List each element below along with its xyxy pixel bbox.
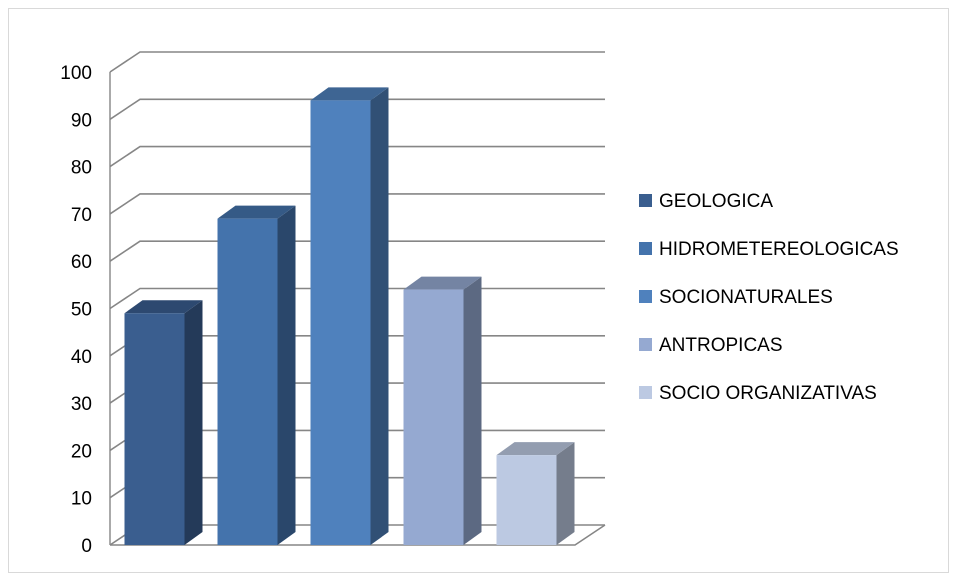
bar-top bbox=[217, 205, 296, 219]
bar-side bbox=[370, 87, 389, 545]
bar-socionaturales bbox=[310, 100, 371, 545]
y-tick-label: 30 bbox=[71, 394, 92, 415]
bar-top bbox=[496, 442, 575, 456]
y-tick-label: 80 bbox=[71, 158, 92, 179]
bar-top bbox=[124, 300, 203, 314]
bar-side bbox=[184, 300, 203, 545]
bar-side bbox=[556, 442, 575, 545]
gridline bbox=[109, 240, 605, 262]
y-tick-label: 70 bbox=[71, 205, 92, 226]
gridline bbox=[109, 98, 605, 120]
bar-top bbox=[310, 87, 389, 101]
legend-entry: ANTROPICAS bbox=[659, 335, 783, 356]
y-tick-label: 50 bbox=[71, 300, 92, 321]
bar-side bbox=[277, 205, 296, 545]
y-tick-label: 100 bbox=[60, 63, 92, 84]
gridline bbox=[109, 193, 605, 215]
legend-entry: SOCIO ORGANIZATIVAS bbox=[659, 383, 877, 404]
bar-side bbox=[463, 276, 482, 545]
y-tick-label: 0 bbox=[81, 536, 92, 557]
bar-geologica bbox=[124, 313, 185, 545]
legend-entry: SOCIONATURALES bbox=[659, 287, 833, 308]
bar-top bbox=[403, 276, 482, 290]
bar-socio-organizativas bbox=[496, 455, 557, 545]
legend-swatch bbox=[639, 338, 652, 351]
y-tick-label: 60 bbox=[71, 252, 92, 273]
legend-entry: GEOLOGICA bbox=[659, 191, 773, 212]
y-tick-label: 40 bbox=[71, 347, 92, 368]
gridline bbox=[109, 145, 605, 168]
legend-swatch bbox=[639, 386, 652, 399]
y-tick-label: 90 bbox=[71, 110, 92, 131]
legend-swatch bbox=[639, 194, 652, 207]
y-tick-label: 10 bbox=[71, 489, 92, 510]
legend-entry: HIDROMETEREOLOGICAS bbox=[659, 239, 899, 260]
legend-swatch bbox=[639, 242, 652, 255]
bar-antropicas bbox=[403, 289, 464, 545]
legend-swatch bbox=[639, 290, 652, 303]
gridline bbox=[109, 51, 605, 73]
bar-hidrometereologicas bbox=[217, 218, 278, 545]
y-tick-label: 20 bbox=[71, 441, 92, 462]
